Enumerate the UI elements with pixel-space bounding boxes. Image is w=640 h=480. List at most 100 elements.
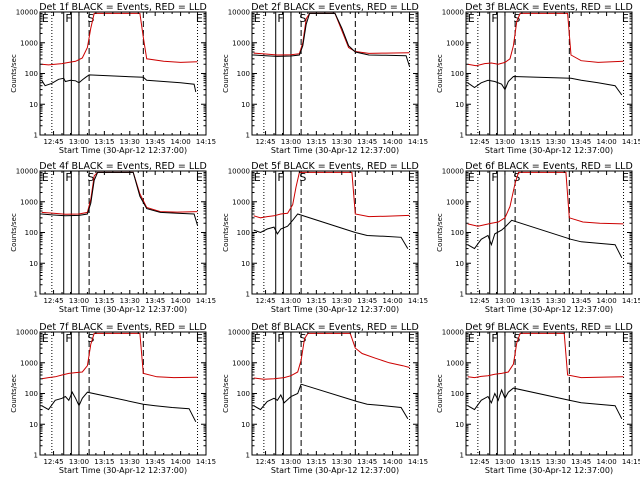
series-events (41, 391, 197, 423)
x-tick-label: 12:45 (43, 297, 63, 305)
x-tick-label: 13:00 (281, 138, 301, 146)
x-tick-label: 13:15 (520, 458, 540, 466)
series-events (253, 12, 410, 67)
x-tick-label: 14:15 (622, 297, 640, 305)
zone-label: F (65, 332, 71, 345)
x-tick-label: 13:00 (495, 458, 515, 466)
zone-label: S (87, 171, 94, 184)
zone-label: E (408, 332, 415, 345)
y-tick-label: 1 (460, 452, 464, 460)
y-tick-label: 1000 (20, 359, 38, 367)
y-tick-label: 10000 (16, 168, 38, 176)
x-tick-label: 14:15 (196, 458, 216, 466)
series-events (467, 219, 623, 259)
series-lld (41, 12, 198, 66)
x-axis-label: Start Time (30-Apr-12 12:37:00) (59, 305, 187, 314)
series-lld (253, 332, 410, 380)
zone-label: S (513, 12, 520, 25)
x-tick-label: 13:30 (546, 458, 566, 466)
zone-label: F (491, 171, 497, 184)
x-tick-label: 14:15 (408, 458, 428, 466)
y-tick-label: 10 (455, 421, 464, 429)
x-tick-label: 13:30 (332, 297, 352, 305)
x-tick-label: 13:15 (520, 297, 540, 305)
y-tick-label: 10000 (228, 9, 250, 17)
panel-title: Det 7f BLACK = Events, RED = LLD (39, 322, 207, 333)
y-tick-label: 1000 (446, 359, 464, 367)
zone-label: F (277, 12, 283, 25)
x-tick-label: 12:45 (469, 297, 489, 305)
x-tick-label: 13:15 (306, 458, 326, 466)
panel-title: Det 2f BLACK = Events, RED = LLD (251, 2, 419, 13)
x-tick-label: 14:00 (596, 458, 616, 466)
x-tick-label: 13:15 (94, 138, 114, 146)
x-tick-label: 14:15 (196, 297, 216, 305)
y-axis-label: Counts/sec (436, 213, 444, 252)
x-tick-label: 14:15 (196, 138, 216, 146)
x-axis-label: Start Time (30-Apr-12 12:37:00) (59, 466, 187, 475)
y-axis-label: Counts/sec (10, 54, 18, 93)
zone-label: S (87, 12, 94, 25)
x-tick-label: 13:45 (357, 297, 377, 305)
x-axis-label: Start Time (30-Apr-12 12:37:00) (485, 466, 613, 475)
x-tick-label: 13:45 (571, 297, 591, 305)
series-lld (253, 171, 410, 219)
y-tick-label: 10 (29, 421, 38, 429)
x-tick-label: 14:00 (382, 297, 402, 305)
y-tick-label: 1 (246, 132, 250, 140)
x-tick-label: 12:45 (43, 458, 63, 466)
y-axis-label: Counts/sec (10, 213, 18, 252)
zone-label: E (468, 12, 475, 25)
panel-title: Det 8f BLACK = Events, RED = LLD (251, 322, 419, 333)
x-tick-label: 12:45 (255, 138, 275, 146)
x-axis-label: Start Time (30-Apr-12 12:37:00) (271, 466, 399, 475)
x-tick-label: 14:15 (622, 458, 640, 466)
y-tick-label: 100 (237, 390, 250, 398)
zone-label: E (622, 171, 629, 184)
x-tick-label: 13:30 (332, 138, 352, 146)
panel-title: Det 6f BLACK = Events, RED = LLD (465, 161, 633, 172)
series-lld (41, 171, 198, 215)
series-lld (467, 12, 624, 67)
x-tick-label: 14:15 (408, 297, 428, 305)
x-tick-label: 13:00 (281, 297, 301, 305)
x-axis-label: Start Time (30-Apr-12 12:37:00) (271, 146, 399, 155)
x-tick-label: 12:45 (43, 138, 63, 146)
x-tick-label: 14:00 (382, 138, 402, 146)
zone-label: E (42, 332, 49, 345)
zone-label: F (65, 12, 71, 25)
x-tick-label: 13:00 (281, 458, 301, 466)
x-tick-label: 14:15 (622, 138, 640, 146)
y-tick-label: 1000 (232, 359, 250, 367)
x-tick-label: 14:15 (408, 138, 428, 146)
x-tick-label: 13:45 (145, 458, 165, 466)
y-tick-label: 10000 (442, 168, 464, 176)
y-tick-label: 1000 (20, 39, 38, 47)
zone-label: F (277, 171, 283, 184)
zone-label: E (196, 12, 203, 25)
y-axis-label: Counts/sec (436, 54, 444, 93)
zone-label: E (254, 171, 261, 184)
zone-label: S (299, 171, 306, 184)
panel-title: Det 1f BLACK = Events, RED = LLD (39, 2, 207, 13)
y-tick-label: 1 (34, 452, 38, 460)
series-events (467, 387, 623, 420)
panel-title: Det 9f BLACK = Events, RED = LLD (465, 322, 633, 333)
panel-title: Det 4f BLACK = Events, RED = LLD (39, 161, 207, 172)
y-tick-label: 100 (451, 70, 464, 78)
series-events (467, 75, 623, 96)
x-tick-label: 13:45 (571, 458, 591, 466)
series-events (253, 213, 409, 249)
y-tick-label: 1000 (232, 198, 250, 206)
y-tick-label: 10000 (16, 9, 38, 17)
x-axis-label: Start Time (30-Apr-12 12:37:00) (485, 146, 613, 155)
y-tick-label: 10000 (228, 329, 250, 337)
x-tick-label: 14:00 (596, 297, 616, 305)
